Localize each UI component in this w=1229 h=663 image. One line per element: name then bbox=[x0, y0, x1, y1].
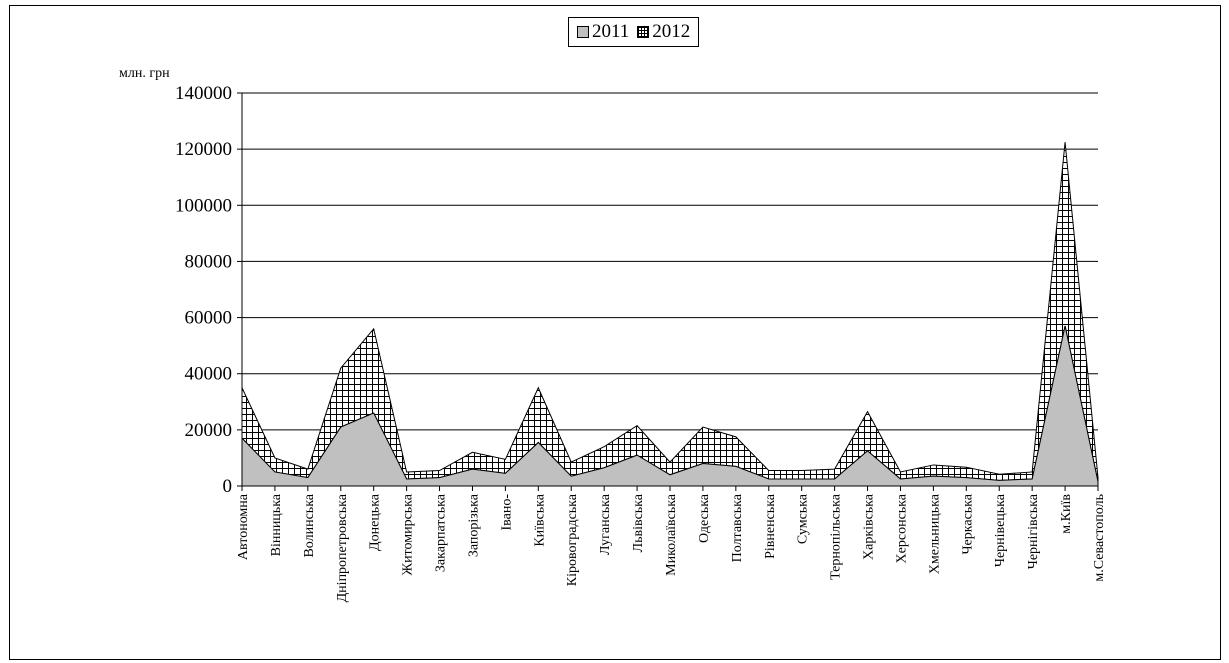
y-tick-label-7: 140000 bbox=[175, 83, 232, 104]
y-tick-label-2: 40000 bbox=[185, 364, 233, 385]
x-tick-label-8: Івано- bbox=[499, 494, 514, 531]
x-tick-label-12: Львівська bbox=[631, 493, 646, 552]
x-tick-label-9: Київська bbox=[532, 493, 547, 546]
x-tick-label-21: Хмельницька bbox=[927, 493, 942, 574]
x-tick-label-22: Черкаська bbox=[960, 493, 975, 554]
x-tick-label-25: м.Київ bbox=[1059, 494, 1074, 534]
x-tick-label-0: Автономна bbox=[236, 493, 251, 560]
y-axis-label: млн. грн bbox=[119, 66, 170, 81]
x-tick-label-24: Чернігівська bbox=[1026, 493, 1041, 569]
legend-entry-2012: 2012 bbox=[637, 21, 690, 43]
x-tick-label-20: Херсонська bbox=[894, 493, 909, 563]
x-tick-label-23: Чернівецька bbox=[993, 493, 1008, 567]
tick-labels: 0 20000 40000 60000 80000 100000 120000 140000 А… bbox=[175, 83, 1107, 602]
x-tick-label-7: Запорізька bbox=[466, 493, 481, 557]
legend-entry-2011: 2011 bbox=[577, 21, 629, 43]
legend-label-2011: 2011 bbox=[592, 21, 630, 42]
y-tick-label-1: 20000 bbox=[185, 420, 233, 441]
legend-swatch-2012 bbox=[637, 26, 650, 38]
legend-swatch-2011 bbox=[577, 26, 589, 38]
x-tick-label-26: м.Севастополь bbox=[1092, 494, 1107, 582]
x-tick-label-18: Тернопільська bbox=[829, 493, 844, 580]
y-tick-label-0: 0 bbox=[223, 476, 233, 497]
y-tick-label-3: 60000 bbox=[185, 308, 233, 329]
series-areas bbox=[241, 142, 1099, 487]
x-tick-label-14: Одеська bbox=[697, 493, 712, 543]
x-tick-label-17: Сумська bbox=[796, 493, 811, 544]
y-tick-label-4: 80000 bbox=[185, 251, 233, 272]
x-tick-label-11: Луганська bbox=[598, 493, 613, 555]
x-tick-label-15: Полтавська bbox=[730, 493, 745, 562]
y-tick-label-6: 120000 bbox=[175, 139, 232, 160]
axes bbox=[237, 92, 1099, 491]
x-tick-label-3: Дніпропетровська bbox=[335, 493, 350, 602]
y-tick-label-5: 100000 bbox=[175, 195, 232, 216]
x-tick-label-6: Закарпатська bbox=[434, 493, 449, 572]
chart-frame bbox=[9, 5, 1221, 660]
legend: 2011 2012 bbox=[568, 17, 700, 47]
x-tick-label-19: Харківська bbox=[862, 493, 877, 560]
x-tick-label-5: Житомирська bbox=[401, 493, 416, 575]
series-2011-area bbox=[241, 325, 1099, 487]
x-tick-label-2: Волинська bbox=[302, 493, 317, 557]
x-tick-label-10: Кіровоградська bbox=[565, 493, 580, 586]
x-tick-label-13: Миколаївська bbox=[664, 493, 679, 576]
x-tick-label-4: Донецька bbox=[368, 493, 383, 551]
gridlines bbox=[242, 92, 1098, 431]
x-tick-label-1: Вінницька bbox=[269, 493, 284, 556]
x-tick-label-16: Рівненська bbox=[763, 493, 778, 559]
legend-label-2012: 2012 bbox=[652, 21, 691, 42]
